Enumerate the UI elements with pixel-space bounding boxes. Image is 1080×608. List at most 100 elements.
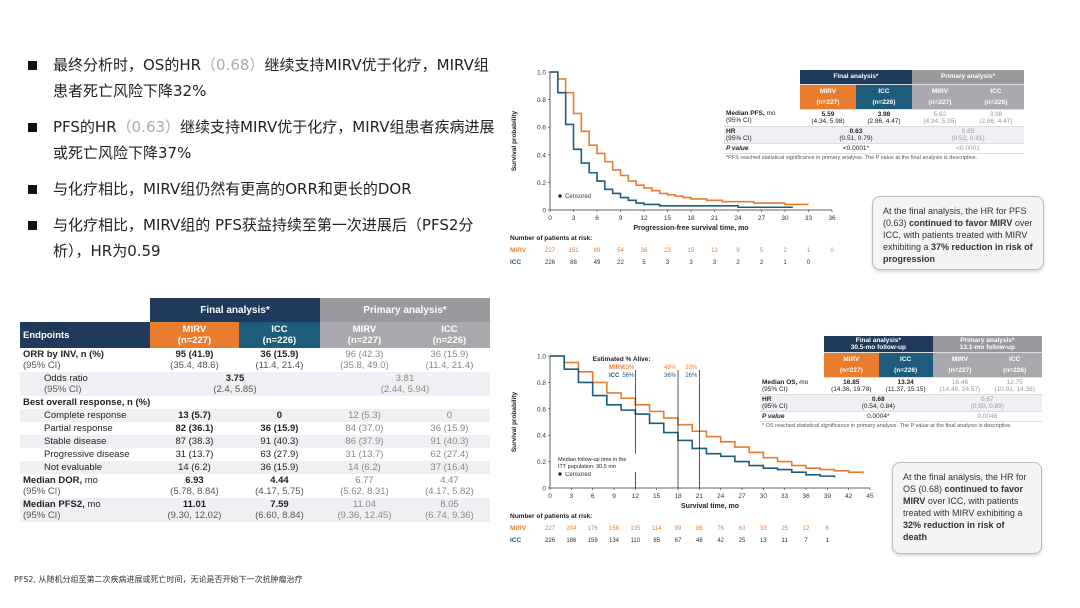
callout-bold: continued to favor MIRV — [909, 218, 1013, 228]
cell: 6.93 (5.78, 8.84) — [150, 474, 239, 498]
label-sub: (95% CI) — [762, 385, 788, 393]
cell-value: 16.85 — [843, 379, 860, 386]
cell-ci: (4.34, 5.98) — [811, 117, 845, 125]
cell-value: 11.01 — [182, 499, 207, 510]
cell: 36 (15.9) — [260, 423, 299, 434]
arm-n: (n=227) — [948, 367, 972, 374]
y-tick-label: 0 — [542, 208, 546, 215]
risk-mirv-value: 6 — [826, 526, 830, 532]
cell: 95 (41.9) (35.4, 48.6) — [150, 348, 239, 372]
cell-ci: (6.74, 9.36) — [425, 510, 474, 521]
risk-mirv-value: 15 — [688, 248, 695, 254]
pfs-km-chart: 00.20.40.60.81.00 3 6 9 12 15 18 21 24 27 30 33 36Pr… — [510, 70, 836, 267]
risk-icc-value: 2 — [760, 260, 764, 266]
label-text: HR — [726, 127, 736, 135]
risk-icc-value: 226 — [545, 538, 556, 544]
risk-mirv-value: 204 — [566, 526, 577, 532]
y-axis-title: Survival probability — [511, 110, 518, 171]
cell: 36 (15.9) — [238, 461, 320, 474]
estimated-icc-value: 36% — [664, 373, 677, 379]
cell: 13 (5.7) — [150, 409, 239, 422]
cell-ci: (0.52, 0.81) — [951, 134, 985, 142]
cell: 0.0046 — [932, 411, 1042, 422]
censored-legend-label: Censored — [565, 472, 591, 478]
cell-value: 4.47 — [440, 475, 459, 486]
x-tick-label: 15 — [653, 493, 661, 500]
risk-icc-value: 25 — [739, 538, 746, 544]
callout-text: At the final analysis, the HR for OS (0.… — [903, 472, 1027, 494]
y-tick-label: 0.6 — [537, 125, 546, 132]
cell: 5.59 (4.34, 5.98) — [800, 109, 856, 127]
table-row: Progressive disease 31 (13.7) 63 (27.9) … — [20, 448, 490, 461]
cell-ci: (10.91, 14.36) — [994, 386, 1035, 393]
estimated-icc-value: 26% — [685, 373, 698, 379]
x-tick-label: 21 — [696, 493, 704, 500]
endpoints-table: Final analysis* Primary analysis* Endpoi… — [20, 298, 490, 522]
x-axis-title: Progression-free survival time, mo — [633, 225, 748, 232]
arm-icc-header: ICC (n=226) — [238, 322, 320, 348]
cell: 91 (40.3) — [408, 435, 490, 448]
cell: 12 (5.3) — [319, 409, 409, 422]
risk-mirv-value: 1 — [807, 248, 811, 254]
bullet-hr: （0.68） — [201, 56, 265, 74]
risk-mirv-value: 176 — [588, 526, 599, 532]
y-tick-label: 1.0 — [537, 354, 546, 361]
table-row: ORR by INV, n (%) (95% CI) 95 (41.9) (35.4… — [20, 348, 490, 372]
arm-name: ICC — [900, 356, 912, 363]
label-text: ORR by INV, n (%) — [23, 349, 104, 360]
censored-legend-label: Censored — [565, 194, 591, 200]
os-summary-table: Final analysis* 30.5-mo follow-up Primary… — [760, 336, 1042, 430]
final-analysis-header: Final analysis* — [150, 298, 320, 322]
cell: 87 (38.3) — [150, 435, 239, 448]
km-curve-icc — [550, 355, 836, 478]
cell: 36 (15.9) (11.4, 21.4) — [239, 348, 320, 372]
risk-mirv-value: 135 — [630, 526, 641, 532]
callout-bold: 37% reduction in risk of progression — [883, 242, 1033, 264]
risk-icc-value: 1 — [826, 538, 830, 544]
label-sub: (95% CI) — [726, 134, 752, 142]
arm-name: MIRV — [352, 324, 377, 335]
table-row: Stable disease 87 (38.3) 91 (40.3) 86 (3… — [20, 435, 490, 448]
label-text: Best overall response, n (%) — [23, 397, 151, 408]
label-sub: (95% CI) — [762, 403, 788, 410]
cell-value: 16.46 — [951, 379, 969, 386]
arm-n: (n=227) — [177, 335, 212, 346]
cell-ci: (35.8, 49.0) — [340, 360, 389, 371]
cell-value: 3.98 — [989, 110, 1003, 118]
risk-icc-value: 88 — [570, 260, 577, 266]
arm-name: MIRV — [182, 324, 207, 335]
x-tick-label: 30 — [781, 215, 789, 222]
risk-icc-value: 42 — [717, 538, 724, 544]
blank-cell — [724, 84, 800, 109]
risk-icc-value: 2 — [736, 260, 740, 266]
cell: 3.81 (2.44, 5.94) — [319, 372, 490, 396]
cell: <0.0001 — [911, 143, 1024, 154]
bullet-text: 与化疗相比，MIRV组仍然有更高的ORR和更长的DOR — [53, 180, 412, 198]
km-curve-icc — [550, 71, 793, 209]
y-tick-label: 0 — [542, 486, 546, 493]
callout-bold: continued to favor MIRV — [903, 484, 1024, 506]
arm-n: (n=226) — [1003, 367, 1027, 374]
risk-icc-value: 110 — [631, 538, 641, 544]
estimated-mirv-value: 33% — [685, 365, 698, 371]
cell-value: 0.65 — [961, 127, 975, 135]
table-row: P value 0.0004* 0.0046 — [760, 411, 1042, 422]
x-tick-label: 21 — [711, 215, 719, 222]
cell: 37 (16.4) — [408, 461, 490, 474]
label-text: P value — [762, 413, 785, 420]
censored-legend-icon — [558, 472, 562, 476]
table-row: Partial response 82 (36.1) 36 (15.9) 84 … — [20, 422, 490, 435]
table-row: P value <0.0001* <0.0001 — [724, 143, 1024, 154]
risk-mirv-value: 33 — [760, 526, 767, 532]
cell-value: 13.34 — [897, 379, 914, 386]
cell-value: 11.04 — [352, 499, 376, 510]
risk-icc-label: ICC — [510, 259, 522, 266]
x-tick-label: 3 — [572, 215, 576, 222]
x-tick-label: 9 — [619, 215, 623, 222]
row-label: Progressive disease — [44, 449, 130, 460]
arm-mirv-header: MIRV (n=227) — [824, 352, 879, 378]
risk-icc-value: 159 — [588, 538, 599, 544]
table-row: Median DOR, mo (95% CI) 6.93 (5.78, 8.84) … — [20, 474, 490, 498]
cell-value: 3.98 — [877, 110, 891, 118]
